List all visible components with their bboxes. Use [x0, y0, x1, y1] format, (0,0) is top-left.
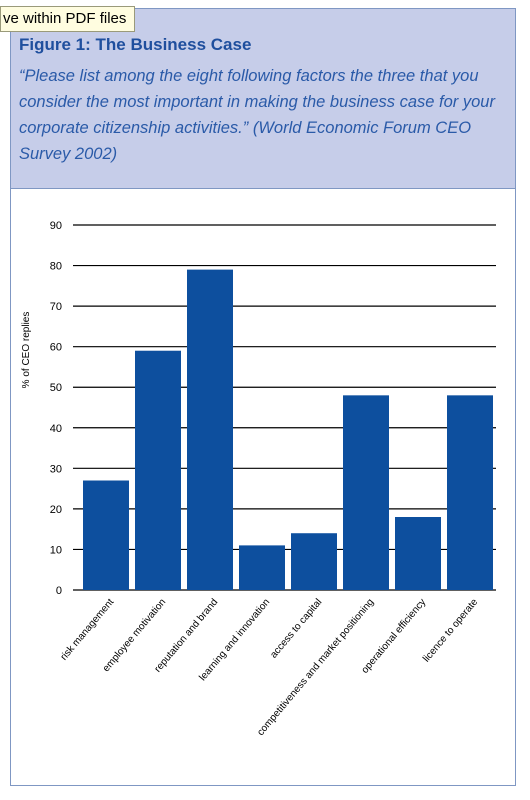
- x-tick-label: competitiveness and market positioning: [255, 597, 376, 738]
- bar: [187, 269, 233, 590]
- y-tick-label: 50: [50, 382, 62, 394]
- y-tick-label: 10: [50, 544, 62, 556]
- y-tick-label: 60: [50, 342, 62, 354]
- y-tick-labels: 0 10 20 30 40 50 60 70 80 90: [50, 220, 62, 597]
- tooltip: ve within PDF files: [0, 6, 136, 32]
- bar: [447, 395, 493, 590]
- bar: [239, 545, 285, 590]
- y-tick-label: 40: [50, 423, 62, 435]
- y-tick-label: 0: [56, 585, 62, 597]
- x-tick-label: licence to operate: [421, 597, 480, 665]
- y-tick-label: 30: [50, 463, 62, 475]
- y-tick-label: 90: [50, 220, 62, 232]
- figure-subtitle: “Please list among the eight following f…: [19, 67, 495, 163]
- bar: [395, 517, 441, 590]
- x-tick-label: risk management: [59, 597, 117, 663]
- y-tick-label: 80: [50, 261, 62, 273]
- bar: [135, 350, 181, 590]
- y-tick-label: 70: [50, 301, 62, 313]
- y-axis-label: % of CEO replies: [21, 312, 32, 389]
- figure-title: Figure 1: The Business Case: [19, 35, 252, 54]
- y-tick-label: 20: [50, 504, 62, 516]
- bar: [343, 395, 389, 590]
- x-tick-label: access to capital: [268, 597, 324, 661]
- bars: [83, 269, 493, 590]
- bar: [291, 533, 337, 590]
- figure-header: Figure 1: The Business Case “Please list…: [11, 9, 515, 189]
- figure-frame: Figure 1: The Business Case “Please list…: [10, 8, 516, 786]
- bar: [83, 480, 129, 590]
